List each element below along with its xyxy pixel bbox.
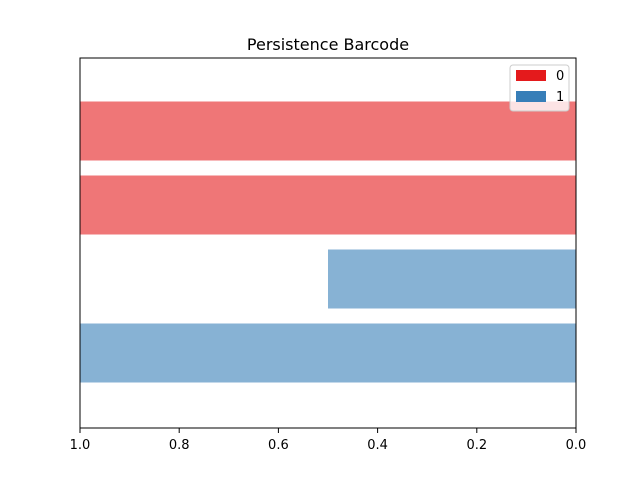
x-axis: 1.0 0.8 0.6 0.4 0.2 0.0 <box>70 428 587 453</box>
plot-frame <box>79 57 577 429</box>
legend-swatch-1 <box>516 91 546 102</box>
legend-swatch-0 <box>516 70 546 81</box>
x-tick-label-4: 0.2 <box>466 438 487 453</box>
bar-3 <box>80 323 576 383</box>
x-tick-label-0: 1.0 <box>70 438 91 453</box>
x-tick-label-5: 0.0 <box>566 438 587 453</box>
bar-2 <box>328 249 576 309</box>
legend-label-1: 1 <box>556 90 564 105</box>
legend-label-0: 0 <box>556 69 564 84</box>
bar-1 <box>80 175 576 235</box>
bar-0 <box>80 101 576 161</box>
x-tick-label-2: 0.6 <box>268 438 289 453</box>
legend: 0 1 <box>509 64 570 112</box>
bars-layer <box>80 101 576 383</box>
chart-title: Persistence Barcode <box>247 35 409 54</box>
x-tick-label-1: 0.8 <box>169 438 190 453</box>
x-tick-label-3: 0.4 <box>367 438 388 453</box>
